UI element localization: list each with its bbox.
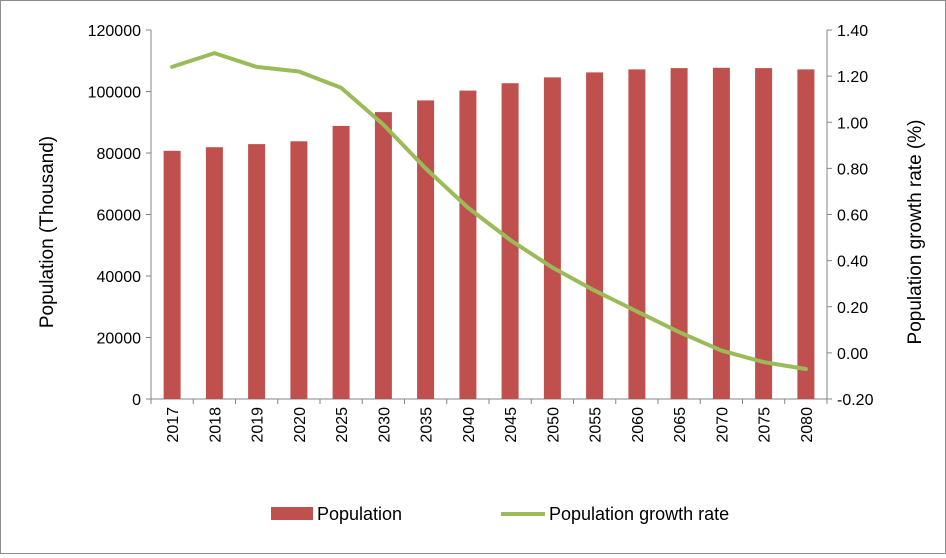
left-tick-label: 60000 bbox=[97, 208, 142, 225]
right-y-axis: -0.20 0.00 0.20 0.40 0.60 0.80 1.00 1.20 1.40 bbox=[827, 23, 874, 409]
right-tick-label: 0.00 bbox=[837, 346, 868, 363]
x-tick-label: 2035 bbox=[419, 407, 436, 443]
x-tick-label: 2040 bbox=[461, 407, 478, 443]
x-tick-label: 2030 bbox=[376, 407, 393, 443]
x-tick-label: 2017 bbox=[165, 407, 182, 443]
bar-2035 bbox=[417, 100, 434, 399]
growth-rate-line bbox=[172, 53, 806, 369]
x-tick-label: 2080 bbox=[799, 407, 816, 443]
left-tick-label: 0 bbox=[132, 392, 141, 409]
x-tick-label: 2050 bbox=[545, 407, 562, 443]
bar-2019 bbox=[248, 144, 265, 399]
x-tick-label: 2060 bbox=[630, 407, 647, 443]
bar-2075 bbox=[755, 68, 772, 399]
left-tick-label: 100000 bbox=[88, 85, 141, 102]
right-tick-label: 1.00 bbox=[837, 115, 868, 132]
right-axis-title: Population growth rate (%) bbox=[905, 120, 926, 345]
x-tick-label: 2055 bbox=[588, 407, 605, 443]
left-y-axis: 0 20000 40000 60000 80000 100000 120000 bbox=[88, 23, 151, 409]
left-tick-label: 120000 bbox=[88, 23, 141, 40]
right-tick-label: 0.20 bbox=[837, 300, 868, 317]
x-tick-label: 2020 bbox=[292, 407, 309, 443]
bar-2025 bbox=[333, 126, 350, 399]
bar-2050 bbox=[544, 77, 561, 399]
right-tick-label: 0.40 bbox=[837, 254, 868, 271]
x-tick-label: 2025 bbox=[334, 407, 351, 443]
x-tick-label: 2070 bbox=[714, 407, 731, 443]
left-tick-label: 20000 bbox=[97, 331, 142, 348]
right-tick-label: 1.40 bbox=[837, 23, 868, 40]
x-tick-label: 2018 bbox=[207, 407, 224, 443]
right-tick-label: 0.60 bbox=[837, 208, 868, 225]
x-axis: 2017 2018 2019 2020 2025 2030 2035 2040 2045 2050… bbox=[151, 399, 827, 443]
bar-2065 bbox=[671, 68, 688, 399]
bar-2020 bbox=[290, 141, 307, 399]
left-tick-label: 40000 bbox=[97, 269, 142, 286]
bar-2055 bbox=[586, 72, 603, 399]
legend-label-population: Population bbox=[317, 504, 402, 524]
bar-2040 bbox=[459, 91, 476, 399]
left-tick-label: 80000 bbox=[97, 146, 142, 163]
line-series-growth-rate bbox=[172, 53, 806, 369]
bar-2030 bbox=[375, 112, 392, 399]
x-tick-label: 2045 bbox=[503, 407, 520, 443]
right-tick-label: 0.80 bbox=[837, 161, 868, 178]
bar-2018 bbox=[206, 147, 223, 399]
bar-2060 bbox=[628, 69, 645, 399]
bar-2017 bbox=[164, 151, 181, 399]
x-tick-label: 2075 bbox=[757, 407, 774, 443]
x-tick-label: 2019 bbox=[250, 407, 267, 443]
bar-2080 bbox=[797, 69, 814, 399]
legend: Population Population growth rate bbox=[271, 504, 729, 524]
x-tick-label: 2065 bbox=[672, 407, 689, 443]
right-tick-label: -0.20 bbox=[837, 392, 874, 409]
right-tick-label: 1.20 bbox=[837, 69, 868, 86]
legend-label-growth-rate: Population growth rate bbox=[549, 504, 729, 524]
left-axis-title: Population (Thousand) bbox=[37, 136, 58, 328]
legend-swatch-population bbox=[271, 507, 313, 520]
